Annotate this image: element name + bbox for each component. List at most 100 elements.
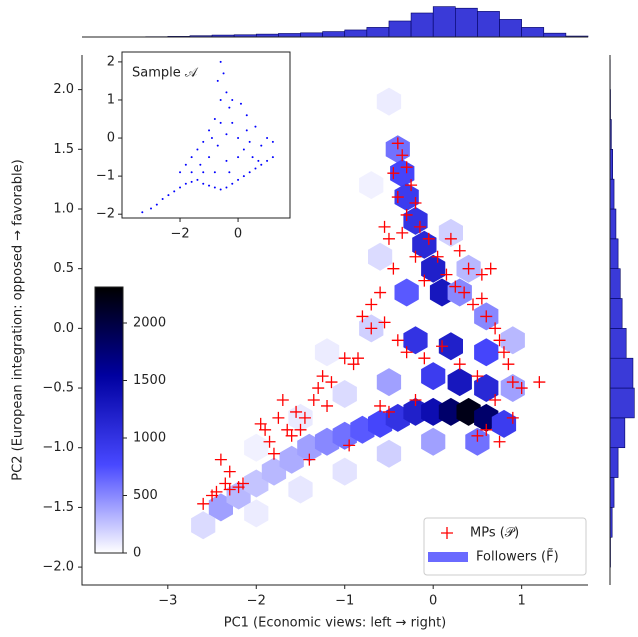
histogram-bar xyxy=(609,178,615,210)
y-tick-label: 1.5 xyxy=(53,142,74,157)
mp-marker xyxy=(374,286,387,299)
hexbin-cell xyxy=(394,278,419,307)
mp-marker xyxy=(493,435,506,448)
colorbar-tick-label: 2000 xyxy=(133,315,166,330)
mp-marker xyxy=(471,429,484,442)
sample-point xyxy=(184,163,187,166)
hexbin-cell xyxy=(332,380,357,408)
hexbin-cell xyxy=(474,374,499,402)
sample-point xyxy=(228,106,231,109)
y-tick-label: −2.0 xyxy=(42,560,74,575)
colorbar-tick-label: 500 xyxy=(133,488,158,503)
mp-marker xyxy=(484,262,497,275)
sample-point xyxy=(202,140,205,143)
y-tick-label: 0 xyxy=(107,131,115,146)
sample-point xyxy=(271,140,274,143)
histogram-bar xyxy=(432,6,456,38)
sample-point xyxy=(173,190,176,193)
mp-marker xyxy=(210,485,223,498)
sample-point xyxy=(155,203,158,206)
histogram-bar xyxy=(609,268,621,299)
x-axis-label: PC1 (Economic views: left → right) xyxy=(224,616,447,631)
sample-point xyxy=(219,98,222,101)
histogram-bar xyxy=(344,29,368,38)
mp-marker xyxy=(409,197,422,210)
mp-marker xyxy=(444,232,457,245)
sample-point xyxy=(254,125,257,128)
mp-marker xyxy=(506,411,519,424)
sample-point xyxy=(196,178,199,181)
mp-marker xyxy=(267,447,280,460)
y-tick-label: −1.0 xyxy=(42,440,74,455)
mp-marker xyxy=(272,411,285,424)
hexbin-cell xyxy=(438,332,463,361)
mp-marker xyxy=(405,179,418,192)
mp-marker xyxy=(449,280,462,293)
y-tick-label: 1 xyxy=(107,92,115,107)
sample-point xyxy=(231,121,234,124)
inset-title: Sample 𝒜 xyxy=(132,66,199,81)
mp-marker xyxy=(365,298,378,311)
hexbin-cell xyxy=(403,326,428,355)
colorbar-tick-label: 1500 xyxy=(133,373,166,388)
sample-point xyxy=(245,129,248,132)
mp-marker xyxy=(391,334,404,347)
sample-point xyxy=(216,144,219,147)
mp-marker xyxy=(356,310,369,323)
y-tick-label: −1.5 xyxy=(42,500,74,515)
mp-marker xyxy=(440,268,453,281)
hexbin-cell xyxy=(474,338,499,367)
hexbin-cell xyxy=(244,499,269,528)
sample-point xyxy=(219,188,222,191)
mp-marker xyxy=(382,232,395,245)
sample-point xyxy=(237,137,240,140)
histogram-bar xyxy=(477,11,500,38)
hexbin-cell xyxy=(368,242,393,271)
sample-point xyxy=(257,159,260,162)
mp-marker xyxy=(387,167,400,180)
sample-point xyxy=(266,137,269,140)
colorbar xyxy=(94,286,124,554)
mp-marker xyxy=(422,232,435,245)
mp-marker xyxy=(321,399,334,412)
histogram-bar xyxy=(300,32,323,38)
sample-point xyxy=(254,167,257,170)
y-tick-label: −0.5 xyxy=(42,381,74,396)
sample-point xyxy=(260,144,263,147)
sample-point xyxy=(213,186,216,189)
mp-marker xyxy=(391,137,404,150)
hexbin-cell xyxy=(244,433,269,462)
mp-marker xyxy=(307,393,320,406)
sample-point xyxy=(213,171,216,174)
mp-marker xyxy=(197,497,210,510)
sample-point xyxy=(266,159,269,162)
mp-marker xyxy=(480,423,493,436)
mp-marker xyxy=(400,161,413,174)
axis-spine xyxy=(81,55,588,586)
sample-point xyxy=(141,211,144,214)
inset-background xyxy=(122,52,290,218)
sample-point xyxy=(190,171,193,174)
sample-point xyxy=(184,182,187,185)
hexbin-cell xyxy=(412,230,437,259)
sample-point xyxy=(196,148,199,151)
sample-point xyxy=(202,182,205,185)
mp-marker xyxy=(418,352,431,365)
sample-point xyxy=(199,163,202,166)
sample-point xyxy=(179,171,182,174)
sample-point xyxy=(237,156,240,159)
sample-point xyxy=(208,184,211,187)
y-axis-label: PC2 (European integration: opposed → fav… xyxy=(11,159,26,480)
mp-marker xyxy=(396,226,409,239)
x-tick-label: −2 xyxy=(170,227,189,242)
y-tick-label: −2 xyxy=(96,207,115,222)
sample-point xyxy=(228,171,231,174)
y-tick-label: 0.5 xyxy=(53,261,74,276)
x-tick-label: 0 xyxy=(234,227,242,242)
mp-marker xyxy=(312,382,325,395)
mp-marker xyxy=(294,423,307,436)
hexbin-cell xyxy=(403,206,428,235)
sample-point xyxy=(248,171,251,174)
sample-point xyxy=(260,163,263,166)
legend-patch xyxy=(428,552,468,562)
